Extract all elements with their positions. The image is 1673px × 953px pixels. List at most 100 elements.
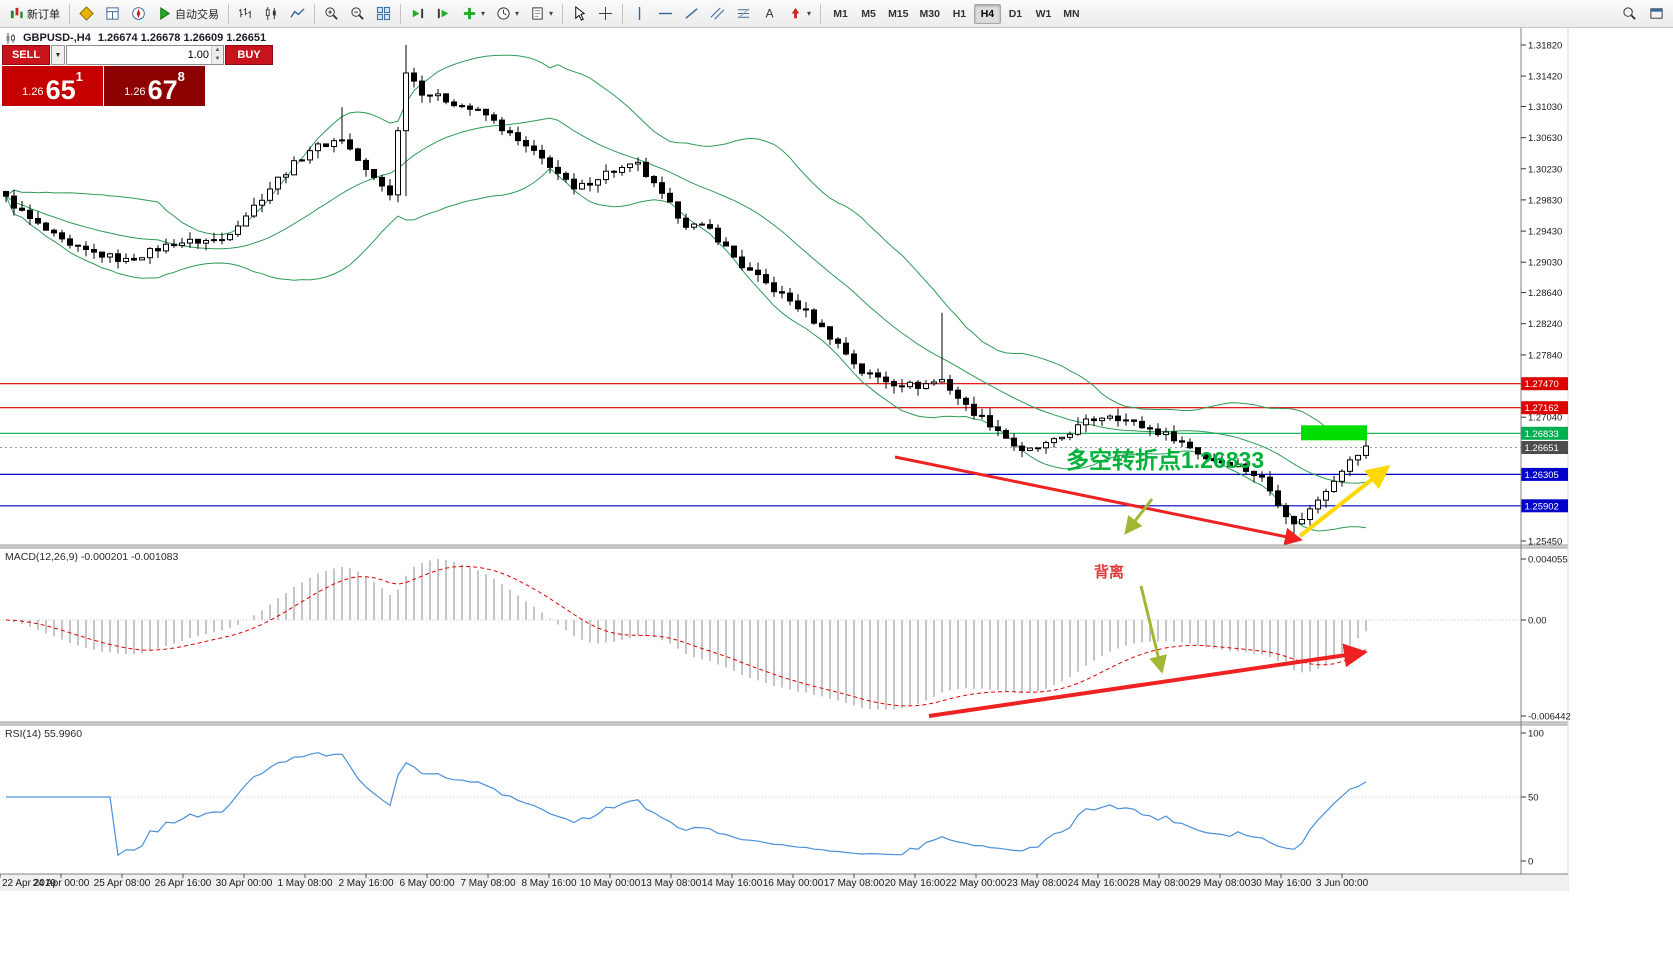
svg-text:1.30230: 1.30230 bbox=[1528, 164, 1562, 175]
svg-text:24 Apr 00:00: 24 Apr 00:00 bbox=[33, 878, 90, 889]
svg-text:1.27470: 1.27470 bbox=[1525, 379, 1559, 390]
search-button[interactable] bbox=[1617, 3, 1642, 25]
buy-price-big: 67 bbox=[147, 75, 178, 106]
auto-scroll-button[interactable] bbox=[405, 3, 430, 25]
toolbar-separator bbox=[69, 3, 70, 24]
zoom-out-button[interactable] bbox=[345, 3, 370, 25]
vertical-line-button[interactable] bbox=[627, 3, 652, 25]
svg-text:8 May 16:00: 8 May 16:00 bbox=[521, 878, 576, 889]
channel-button[interactable] bbox=[705, 3, 730, 25]
arrows-button[interactable]: ▾ bbox=[783, 3, 816, 25]
timeframe-h4-button[interactable]: H4 bbox=[973, 3, 1001, 24]
crosshair-icon bbox=[598, 6, 613, 21]
fibonacci-button[interactable] bbox=[731, 3, 756, 25]
trend-line-button[interactable] bbox=[679, 3, 704, 25]
cursor-button[interactable] bbox=[567, 3, 592, 25]
bar-chart-button[interactable] bbox=[233, 3, 258, 25]
data-window-button[interactable] bbox=[100, 3, 125, 25]
chevron-down-icon: ▼ bbox=[54, 51, 62, 59]
svg-text:16 May 00:00: 16 May 00:00 bbox=[763, 878, 824, 889]
indicators-button[interactable]: ▾ bbox=[457, 3, 490, 25]
search-icon bbox=[1622, 6, 1637, 21]
volume-down-button[interactable]: ▼ bbox=[212, 55, 223, 64]
svg-text:A: A bbox=[765, 7, 774, 21]
new-order-icon bbox=[9, 6, 24, 21]
periods-icon bbox=[496, 6, 511, 21]
auto-scroll-icon bbox=[410, 6, 425, 21]
vertical-line-icon bbox=[632, 6, 647, 21]
market-watch-button[interactable] bbox=[74, 3, 99, 25]
horizontal-line-button[interactable] bbox=[653, 3, 678, 25]
text-button[interactable]: A bbox=[757, 3, 782, 25]
chevron-down-icon: ▾ bbox=[549, 9, 554, 18]
toolbar-separator bbox=[820, 3, 822, 24]
svg-text:24 May 16:00: 24 May 16:00 bbox=[1068, 878, 1129, 889]
templates-button[interactable]: ▾ bbox=[525, 3, 558, 25]
svg-text:2 May 16:00: 2 May 16:00 bbox=[338, 878, 393, 889]
timeframe-mn-button[interactable]: MN bbox=[1058, 4, 1085, 24]
svg-text:1.27040: 1.27040 bbox=[1528, 413, 1562, 424]
full-screen-button[interactable] bbox=[1644, 3, 1669, 25]
svg-text:23 May 08:00: 23 May 08:00 bbox=[1007, 878, 1068, 889]
svg-text:1.31030: 1.31030 bbox=[1528, 102, 1562, 113]
svg-text:1.29430: 1.29430 bbox=[1528, 227, 1562, 238]
toolbar-right-group bbox=[1617, 3, 1669, 25]
sell-price-button[interactable]: 1.26 65 1 bbox=[2, 66, 103, 106]
timeframe-m15-button[interactable]: M15 bbox=[883, 4, 913, 24]
buy-price-button[interactable]: 1.26 67 8 bbox=[104, 66, 205, 106]
volume-stepper: ▲ ▼ bbox=[211, 46, 223, 64]
svg-text:22 Apr 2019: 22 Apr 2019 bbox=[2, 878, 56, 889]
svg-text:1.26305: 1.26305 bbox=[1525, 470, 1559, 481]
channel-icon bbox=[710, 6, 725, 21]
indicators-icon bbox=[462, 6, 477, 21]
svg-text:1.27162: 1.27162 bbox=[1525, 403, 1559, 414]
svg-text:1.25902: 1.25902 bbox=[1525, 501, 1559, 512]
toolbar-separator bbox=[400, 3, 401, 24]
svg-text:29 May 08:00: 29 May 08:00 bbox=[1190, 878, 1251, 889]
zoom-in-icon bbox=[324, 6, 339, 21]
periods-button[interactable]: ▾ bbox=[491, 3, 524, 25]
buy-button[interactable]: BUY bbox=[225, 45, 273, 65]
sell-price-prefix: 1.26 bbox=[22, 86, 44, 98]
timeframe-w1-button[interactable]: W1 bbox=[1030, 4, 1057, 24]
order-type-dropdown[interactable]: ▼ bbox=[51, 45, 65, 65]
sell-button[interactable]: SELL bbox=[2, 45, 50, 65]
timeframe-m1-button[interactable]: M1 bbox=[827, 4, 854, 24]
zoom-in-button[interactable] bbox=[319, 3, 344, 25]
chart-shift-button[interactable] bbox=[431, 3, 456, 25]
autotrading-button[interactable]: 自动交易 bbox=[152, 3, 224, 25]
main-toolbar: 新订单 自动交易 ▾ ▾ ▾ A ▾ M1 M5 M15 M30 H1 H4 D1 W1 MN bbox=[0, 0, 1673, 28]
svg-text:14 May 16:00: 14 May 16:00 bbox=[702, 878, 763, 889]
trade-panel-prices: 1.26 65 1 1.26 67 8 bbox=[2, 66, 205, 106]
line-chart-button[interactable] bbox=[285, 3, 310, 25]
new-order-button[interactable]: 新订单 bbox=[4, 3, 65, 25]
volume-input[interactable] bbox=[67, 46, 211, 64]
new-order-label: 新订单 bbox=[27, 8, 60, 21]
text-icon: A bbox=[762, 6, 777, 21]
tile-windows-button[interactable] bbox=[371, 3, 396, 25]
toolbar-separator bbox=[622, 3, 624, 24]
timeframe-h1-button[interactable]: H1 bbox=[946, 4, 973, 24]
svg-text:30 Apr 00:00: 30 Apr 00:00 bbox=[216, 878, 273, 889]
candle-chart-button[interactable] bbox=[259, 3, 284, 25]
chevron-down-icon: ▾ bbox=[515, 9, 520, 18]
navigator-button[interactable] bbox=[126, 3, 151, 25]
svg-text:0: 0 bbox=[1528, 857, 1533, 868]
svg-text:1.25450: 1.25450 bbox=[1528, 537, 1562, 548]
volume-up-button[interactable]: ▲ bbox=[212, 46, 223, 55]
trade-panel-controls: SELL ▼ ▲ ▼ BUY bbox=[2, 45, 273, 65]
arrows-icon bbox=[788, 6, 803, 21]
crosshair-button[interactable] bbox=[593, 3, 618, 25]
svg-text:7 May 08:00: 7 May 08:00 bbox=[460, 878, 515, 889]
svg-text:100: 100 bbox=[1528, 729, 1544, 740]
chevron-down-icon: ▾ bbox=[481, 9, 486, 18]
timeframe-m30-button[interactable]: M30 bbox=[915, 4, 945, 24]
sell-price-pip: 1 bbox=[75, 69, 83, 84]
svg-text:26 Apr 16:00: 26 Apr 16:00 bbox=[155, 878, 212, 889]
zoom-out-icon bbox=[350, 6, 365, 21]
trend-line-icon bbox=[684, 6, 699, 21]
timeframe-m5-button[interactable]: M5 bbox=[855, 4, 882, 24]
timeframe-d1-button[interactable]: D1 bbox=[1002, 4, 1029, 24]
svg-text:25 Apr 08:00: 25 Apr 08:00 bbox=[94, 878, 151, 889]
